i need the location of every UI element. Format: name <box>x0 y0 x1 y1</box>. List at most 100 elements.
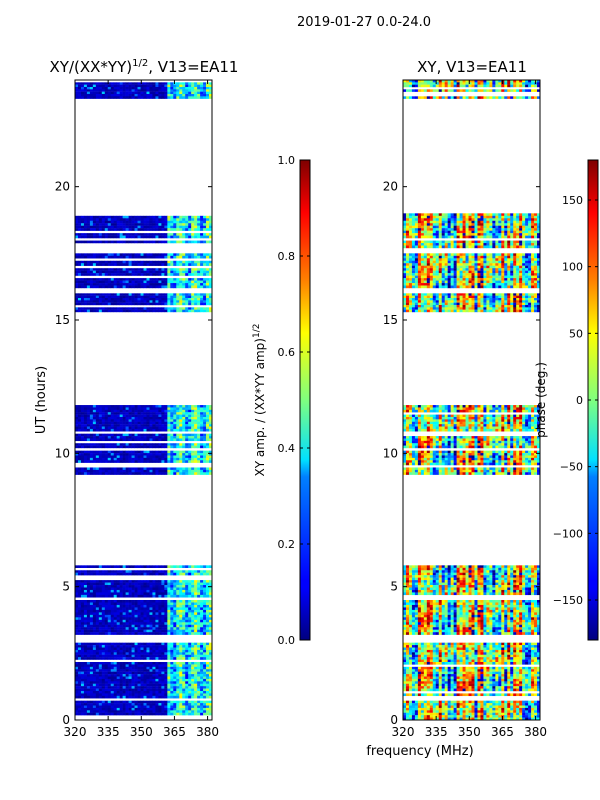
heatmap-cell <box>203 693 207 697</box>
heatmap-cell <box>167 589 171 593</box>
heatmap-cell <box>185 695 189 699</box>
heatmap-cell <box>110 580 115 583</box>
heatmap-cell <box>83 712 88 716</box>
heatmap-cell <box>203 622 207 625</box>
heatmap-cell <box>206 460 210 463</box>
heatmap-cell <box>164 657 168 660</box>
heatmap-cell <box>179 592 183 596</box>
heatmap-cell <box>176 669 180 672</box>
heatmap-cell <box>128 457 132 461</box>
heatmap-cell <box>140 270 144 274</box>
heatmap-cell <box>185 582 189 586</box>
heatmap-cell <box>203 710 207 713</box>
heatmap-cell <box>134 268 138 271</box>
heatmap-cell <box>119 607 123 611</box>
heatmap-cell <box>80 273 85 276</box>
heatmap-cell <box>146 469 150 473</box>
heatmap-cell <box>83 688 88 692</box>
heatmap-cell <box>110 688 115 692</box>
heatmap-cell <box>203 642 207 646</box>
heatmap-cell <box>167 681 171 684</box>
heatmap-cell <box>113 691 117 694</box>
heatmap-cell <box>80 428 85 432</box>
heatmap-cell <box>125 436 129 439</box>
heatmap-cell <box>92 89 97 92</box>
heatmap-cell <box>182 609 186 613</box>
heatmap-cell <box>194 307 198 310</box>
heatmap-cell <box>206 421 210 425</box>
heatmap-cell <box>98 570 103 573</box>
heatmap-cell <box>149 565 153 568</box>
heatmap-cell <box>152 669 156 672</box>
heatmap-cell <box>119 436 123 439</box>
heatmap-cell <box>116 270 120 274</box>
heatmap-cell <box>110 278 115 281</box>
heatmap-cell <box>140 614 144 618</box>
heatmap-cell <box>161 664 165 668</box>
heatmap-cell <box>98 405 103 408</box>
heatmap-cell <box>128 285 132 289</box>
heatmap-cell <box>104 215 109 219</box>
heatmap-cell <box>206 428 210 432</box>
heatmap-cell <box>107 300 112 303</box>
heatmap-cell <box>137 91 141 95</box>
heatmap-cell <box>209 295 213 299</box>
heatmap-cell <box>75 654 79 658</box>
heatmap-cell <box>176 84 180 88</box>
heatmap-cell <box>143 283 147 286</box>
heatmap-cell <box>173 223 177 226</box>
heatmap-cell <box>113 450 117 454</box>
heatmap-cell <box>182 671 186 675</box>
heatmap-cell <box>161 443 165 446</box>
heatmap-cell <box>104 629 109 633</box>
heatmap-cell <box>176 298 180 301</box>
heatmap-cell <box>83 407 88 411</box>
heatmap-cell <box>158 220 162 224</box>
heatmap-cell <box>80 472 85 475</box>
heatmap-cell <box>191 612 195 616</box>
heatmap-cell <box>104 589 109 593</box>
heatmap-cell <box>110 412 115 415</box>
heatmap-cell <box>185 455 189 459</box>
heatmap-cell <box>80 295 85 299</box>
heatmap-cell <box>185 657 189 660</box>
heatmap-cell <box>75 678 79 682</box>
heatmap-cell <box>104 700 109 704</box>
heatmap-cell <box>107 414 112 418</box>
heatmap-cell <box>176 467 180 471</box>
heatmap-cell <box>75 686 79 689</box>
heatmap-cell <box>95 612 100 616</box>
heatmap-cell <box>143 436 147 439</box>
heatmap-cell <box>209 645 213 648</box>
heatmap-cell <box>80 589 85 593</box>
heatmap-cell <box>143 253 147 257</box>
heatmap-cell <box>137 460 141 463</box>
heatmap-cell <box>176 300 180 303</box>
heatmap-cell <box>140 691 144 694</box>
heatmap-cell <box>122 674 126 677</box>
heatmap-cell <box>131 669 135 672</box>
heatmap-cell <box>134 705 138 709</box>
heatmap-cell <box>149 82 153 85</box>
heatmap-cell <box>110 629 115 633</box>
heatmap-cell <box>75 647 79 651</box>
heatmap-cell <box>146 460 150 463</box>
heatmap-cell <box>191 260 195 264</box>
heatmap-cell <box>209 438 213 442</box>
heatmap-cell <box>95 426 100 430</box>
heatmap-cell <box>98 649 103 653</box>
heatmap-cell <box>140 457 144 461</box>
heatmap-cell <box>125 676 129 680</box>
heatmap-cell <box>200 642 204 646</box>
heatmap-cell <box>101 707 106 711</box>
heatmap-cell <box>146 693 150 697</box>
heatmap-cell <box>122 662 126 665</box>
heatmap-cell <box>155 671 159 675</box>
heatmap-cell <box>77 619 82 623</box>
heatmap-cell <box>197 700 201 704</box>
heatmap-cell <box>140 260 144 264</box>
heatmap-cell <box>185 652 189 655</box>
heatmap-cell <box>146 705 150 709</box>
heatmap-cell <box>83 683 88 687</box>
heatmap-cell <box>173 260 177 264</box>
